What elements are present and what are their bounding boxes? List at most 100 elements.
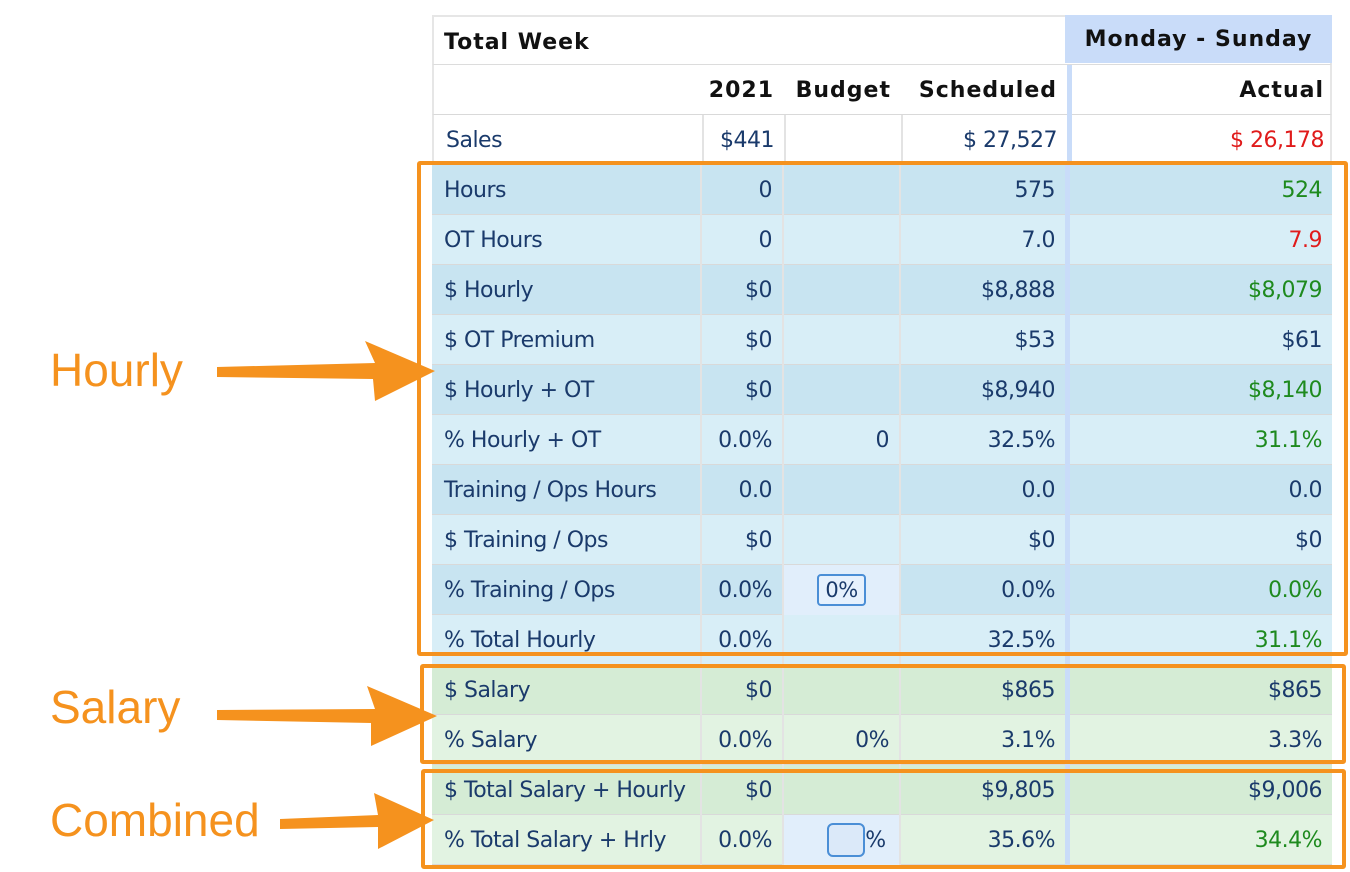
salary-arrow-icon: [217, 686, 437, 746]
cell-budget: %: [782, 815, 899, 865]
cell-2021: $441: [702, 115, 784, 165]
cell-budget: [782, 165, 899, 215]
combined-arrow-icon: [280, 793, 434, 849]
table-row: $ Total Salary + Hourly $0 $9,805 $9,006: [432, 765, 1332, 815]
cell-actual: $ 26,178: [1067, 115, 1334, 165]
row-label: % Hourly + OT: [444, 427, 601, 453]
cell-budget: [782, 465, 899, 515]
cell-actual: 34.4%: [1065, 815, 1332, 865]
table-row: % Total Hourly 0.0% 32.5% 31.1%: [432, 615, 1332, 665]
row-label: % Training / Ops: [444, 577, 615, 603]
cell-budget: [782, 665, 899, 715]
cell-actual: $8,140: [1065, 365, 1332, 415]
hourly-annotation-label: Hourly: [50, 344, 183, 396]
cell-scheduled: $8,888: [899, 265, 1065, 315]
table-row: % Training / Ops 0.0% 0% 0.0% 0.0%: [432, 565, 1332, 615]
cell-actual: $9,006: [1065, 765, 1332, 815]
cell-actual: 3.3%: [1065, 715, 1332, 765]
header-spacer: [434, 65, 702, 115]
cell-budget: [782, 215, 899, 265]
training-budget-input[interactable]: 0%: [817, 574, 866, 606]
cell-budget: 0%: [782, 715, 899, 765]
table-row: Hours 0 575 524: [432, 165, 1332, 215]
sales-row: Sales $441 $ 27,527 $ 26,178: [432, 115, 1332, 165]
table-row: % Hourly + OT 0.0% 0 32.5% 31.1%: [432, 415, 1332, 465]
table-row: $ Training / Ops $0 $0 $0: [432, 515, 1332, 565]
cell-2021: $0: [700, 265, 782, 315]
row-label: $ Hourly: [444, 277, 534, 303]
table-row: % Salary 0.0% 0% 3.1% 3.3%: [432, 715, 1332, 765]
cell-scheduled: $9,805: [899, 765, 1065, 815]
cell-2021: 0.0%: [700, 415, 782, 465]
hourly-arrow-icon: [217, 341, 435, 401]
column-header-2021: 2021: [708, 77, 774, 103]
row-label: % Salary: [444, 727, 538, 753]
cell-budget: 0: [782, 415, 899, 465]
row-label: Hours: [444, 177, 506, 203]
row-label: Sales: [446, 127, 503, 153]
cell-scheduled: $ 27,527: [901, 115, 1067, 165]
cell-budget: [782, 615, 899, 665]
cell-scheduled: $53: [899, 315, 1065, 365]
period-header: Monday - Sunday: [1065, 15, 1332, 63]
cell-2021: $0: [700, 765, 782, 815]
cell-budget: [782, 765, 899, 815]
cell-actual: 7.9: [1065, 215, 1332, 265]
cell-scheduled: 0.0%: [899, 565, 1065, 615]
cell-2021: 0.0%: [700, 565, 782, 615]
row-label: OT Hours: [444, 227, 543, 253]
cell-2021: 0.0%: [700, 615, 782, 665]
cell-2021: 0.0: [700, 465, 782, 515]
column-header-actual: Actual: [1067, 65, 1334, 115]
cell-budget: 0%: [782, 565, 899, 615]
cell-actual: 31.1%: [1065, 415, 1332, 465]
total-budget-input[interactable]: [827, 823, 866, 857]
row-label: $ Hourly + OT: [444, 377, 594, 403]
cell-actual: 31.1%: [1065, 615, 1332, 665]
cell-actual: 524: [1065, 165, 1332, 215]
table-title-row: Total Week Monday - Sunday: [432, 15, 1332, 65]
cell-2021: 0: [700, 165, 782, 215]
combined-group-box: [421, 769, 1346, 869]
table-title: Total Week: [444, 29, 590, 55]
cell-actual: $865: [1065, 665, 1332, 715]
cell-actual: 0.0%: [1065, 565, 1332, 615]
cell-2021: $0: [700, 365, 782, 415]
combined-annotation-label: Combined: [50, 794, 260, 846]
cell-2021: 0: [700, 215, 782, 265]
cell-scheduled: $0: [899, 515, 1065, 565]
row-label: $ OT Premium: [444, 327, 595, 353]
cell-2021: $0: [700, 665, 782, 715]
cell-budget: [782, 265, 899, 315]
row-label: $ Salary: [444, 677, 531, 703]
cell-2021: 0.0%: [700, 715, 782, 765]
cell-2021: $0: [700, 515, 782, 565]
cell-budget: [782, 515, 899, 565]
cell-scheduled: 3.1%: [899, 715, 1065, 765]
budget-percent-suffix: %: [865, 827, 886, 853]
cell-actual: 0.0: [1065, 465, 1332, 515]
cell-scheduled: 575: [899, 165, 1065, 215]
row-label: $ Training / Ops: [444, 527, 608, 553]
table-row: $ Hourly + OT $0 $8,940 $8,140: [432, 365, 1332, 415]
cell-actual: $8,079: [1065, 265, 1332, 315]
table-row: $ Hourly $0 $8,888 $8,079: [432, 265, 1332, 315]
cell-scheduled: 0.0: [899, 465, 1065, 515]
cell-scheduled: 7.0: [899, 215, 1065, 265]
cell-budget: [784, 115, 901, 165]
cell-scheduled: 32.5%: [899, 415, 1065, 465]
cell-2021: $0: [700, 315, 782, 365]
cell-actual: $0: [1065, 515, 1332, 565]
column-header-scheduled: Scheduled: [918, 77, 1057, 103]
cell-scheduled: $865: [899, 665, 1065, 715]
table-row: Training / Ops Hours 0.0 0.0 0.0: [432, 465, 1332, 515]
cell-scheduled: 35.6%: [899, 815, 1065, 865]
table-row: OT Hours 0 7.0 7.9: [432, 215, 1332, 265]
row-label: % Total Salary + Hrly: [444, 827, 667, 853]
cell-2021: 0.0%: [700, 815, 782, 865]
cell-scheduled: 32.5%: [899, 615, 1065, 665]
cell-budget: [782, 365, 899, 415]
column-header-budget: Budget: [795, 77, 891, 103]
column-header-row: 2021 Budget Scheduled Actual: [432, 65, 1332, 115]
table-row: % Total Salary + Hrly 0.0% % 35.6% 34.4%: [432, 815, 1332, 865]
